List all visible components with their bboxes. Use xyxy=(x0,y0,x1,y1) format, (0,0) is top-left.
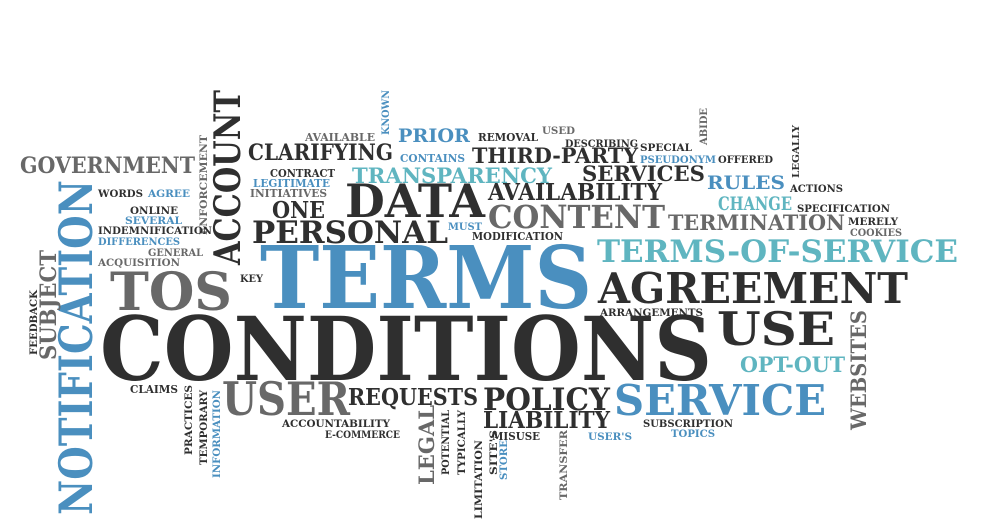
word: PRACTICES xyxy=(184,385,195,455)
word: TRANSFER xyxy=(559,429,570,500)
word: SPECIFICATION xyxy=(797,204,890,215)
word: WEBSITES xyxy=(846,310,871,431)
word: LEGAL xyxy=(414,405,439,485)
word: OPT-OUT xyxy=(740,352,845,377)
word: AVAILABILITY xyxy=(487,179,662,206)
word: CLARIFYING xyxy=(248,140,393,166)
word: DATA xyxy=(345,174,486,228)
word: TERMS xyxy=(260,228,592,329)
word: INFORMATION xyxy=(212,390,223,478)
word: LEGITIMATE xyxy=(253,177,330,190)
word: MISUSE xyxy=(492,430,540,443)
word: TRANSPARENCY xyxy=(352,163,553,188)
word: PRIOR xyxy=(398,125,470,147)
word: REQUESTS xyxy=(348,384,478,411)
word: INDEMNIFICATION xyxy=(98,226,212,237)
word: INITIATIVES xyxy=(250,187,327,200)
word: USE xyxy=(717,302,835,356)
word: GOVERNMENT xyxy=(20,153,196,179)
word: SUBJECT xyxy=(36,249,62,360)
word: TERMS-OF-SERVICE xyxy=(597,234,958,270)
word: MODIFICATION xyxy=(472,230,563,243)
word: SUBSCRIPTION xyxy=(643,419,733,430)
word: AGREE xyxy=(147,189,190,200)
word: E-COMMERCE xyxy=(325,430,400,441)
word: POTENTIAL xyxy=(441,410,452,475)
word: LIABILITY xyxy=(483,407,611,434)
word: FEEDBACK xyxy=(29,290,40,355)
word: ACTIONS xyxy=(789,184,843,195)
word: PERSONAL xyxy=(252,215,448,251)
word: ENFORCEMENT xyxy=(199,134,210,235)
word: REMOVAL xyxy=(478,131,538,144)
word: KNOWN xyxy=(381,90,392,135)
word: CHANGE xyxy=(718,193,792,215)
word: GENERAL xyxy=(148,248,203,259)
word: ACCOUNTABILITY xyxy=(281,419,391,430)
word: COOKIES xyxy=(850,228,902,239)
word: CONTENT xyxy=(488,198,665,236)
word: USER xyxy=(222,372,351,426)
word: CONDITIONS xyxy=(100,297,712,401)
word: KEY xyxy=(240,274,264,285)
word: CONTAINS xyxy=(400,152,465,165)
word: MUST xyxy=(448,222,483,233)
word: SPECIAL xyxy=(640,143,692,154)
word: ONLINE xyxy=(130,206,178,217)
word: OFFERED xyxy=(718,155,773,166)
word: RULES xyxy=(707,172,785,194)
word: LEGALLY xyxy=(792,124,802,178)
word: CONTRACT xyxy=(270,167,336,180)
word: ARRANGEMENTS xyxy=(599,308,703,319)
word: NOTIFICATION xyxy=(49,180,103,515)
word: SERVICES xyxy=(582,161,705,186)
word: SITE'S xyxy=(489,430,500,475)
word: AVAILABLE xyxy=(304,131,375,144)
word: WORDS xyxy=(97,189,143,200)
word: LIMITATION xyxy=(474,440,485,519)
word: ACCOUNT xyxy=(207,90,249,266)
word: AGREEMENT xyxy=(597,264,908,313)
word: SERVICE xyxy=(614,376,826,425)
word: DIFFERENCES xyxy=(98,237,180,248)
word: STORE xyxy=(499,440,510,480)
word: CLAIMS xyxy=(130,383,178,396)
word: TOPICS xyxy=(671,429,715,440)
word: THIRD-PARTY xyxy=(472,143,639,168)
word: TYPICALLY xyxy=(457,409,468,475)
word: SEVERAL xyxy=(125,216,182,227)
word: ABIDE xyxy=(699,108,710,146)
word: ONE xyxy=(272,197,325,224)
word: TOS xyxy=(110,262,232,323)
word: MERELY xyxy=(848,217,899,228)
word: ACQUISITION xyxy=(97,258,180,269)
word: USED xyxy=(542,126,575,137)
word: USER'S xyxy=(588,432,632,443)
word: PSEUDONYM xyxy=(640,155,716,166)
word: POLICY xyxy=(483,382,611,418)
word: TERMINATION xyxy=(668,210,845,235)
word: DESCRIBING xyxy=(565,139,638,150)
word: TEMPORARY xyxy=(199,389,210,465)
